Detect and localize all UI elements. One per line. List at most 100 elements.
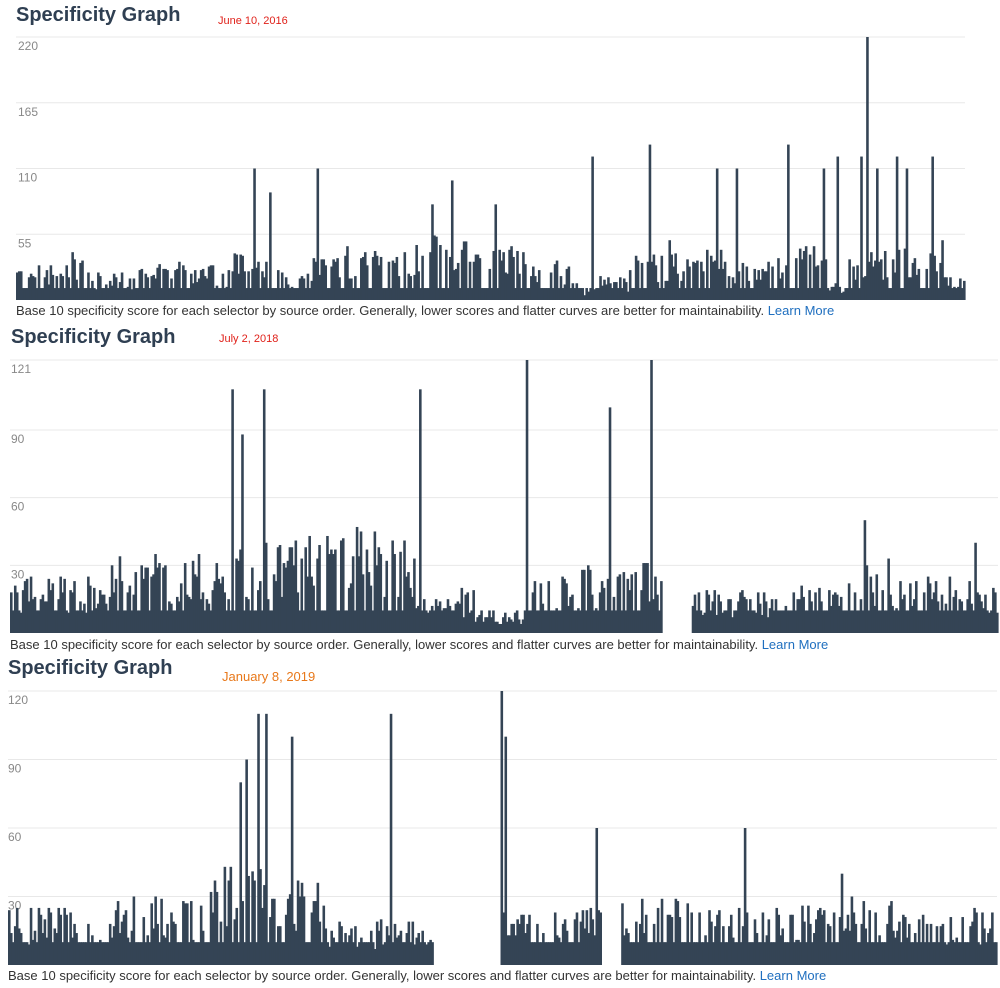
panel-date: January 8, 2019: [222, 669, 316, 684]
specificity-bar: [460, 249, 464, 300]
y-tick-label: 120: [8, 693, 28, 707]
specificity-bar: [598, 592, 602, 633]
specificity-bar: [939, 926, 943, 965]
specificity-bar: [393, 262, 397, 300]
specificity-bar: [590, 594, 594, 633]
specificity-bar: [938, 610, 942, 633]
specificity-bar: [360, 258, 363, 300]
specificity-bar: [67, 277, 70, 300]
specificity-bar: [371, 942, 375, 965]
specificity-bar: [83, 288, 86, 300]
specificity-bar: [25, 578, 29, 633]
specificity-bar: [977, 942, 980, 965]
specificity-bar: [924, 610, 928, 633]
specificity-bar: [743, 288, 747, 300]
specificity-bar: [57, 599, 60, 633]
specificity-bar: [890, 901, 893, 965]
specificity-bar: [282, 942, 286, 965]
specificity-bar: [913, 933, 917, 965]
learn-more-link[interactable]: Learn More: [759, 968, 827, 983]
specificity-bar: [65, 265, 69, 300]
specificity-bar: [751, 942, 755, 965]
specificity-bar: [221, 576, 225, 633]
specificity-bar: [729, 914, 733, 965]
specificity-bar: [739, 288, 743, 300]
specificity-bar: [108, 923, 112, 965]
specificity-bar: [108, 280, 112, 300]
specificity-bar: [49, 912, 53, 965]
specificity-bar: [870, 942, 873, 965]
specificity-bar: [648, 144, 652, 300]
specificity-bar: [21, 942, 25, 965]
specificity-bar: [790, 610, 794, 633]
specificity-bar: [563, 578, 566, 633]
specificity-bar: [520, 914, 523, 965]
specificity-bar: [332, 259, 335, 300]
specificity-bar: [221, 942, 225, 965]
specificity-bar: [353, 610, 357, 633]
specificity-bar: [577, 942, 581, 965]
specificity-bar: [302, 278, 306, 300]
specificity-bar: [100, 594, 104, 633]
specificity-bar: [39, 288, 43, 300]
learn-more-link[interactable]: Learn More: [767, 303, 835, 318]
specificity-bar: [49, 265, 53, 300]
specificity-bar: [328, 554, 331, 633]
specificity-bar: [927, 288, 931, 300]
specificity-bar: [322, 259, 326, 300]
learn-more-link[interactable]: Learn More: [761, 637, 829, 652]
specificity-bar: [81, 942, 84, 965]
specificity-bar: [648, 942, 652, 965]
specificity-bar: [984, 594, 987, 633]
specificity-bar: [239, 782, 243, 965]
specificity-bar: [688, 942, 692, 965]
specificity-bar: [150, 903, 153, 965]
specificity-bar: [903, 594, 906, 633]
specificity-bar: [91, 280, 94, 300]
specificity-bar: [720, 942, 723, 965]
specificity-bar: [387, 935, 391, 965]
specificity-bar: [963, 280, 966, 300]
specificity-bar: [61, 592, 64, 633]
specificity-bar: [709, 610, 713, 633]
specificity-bar: [19, 933, 23, 965]
specificity-bar: [852, 266, 855, 300]
specificity-bar: [763, 942, 767, 965]
specificity-bar: [235, 254, 239, 300]
specificity-bar: [512, 256, 515, 300]
specificity-bar: [19, 271, 23, 300]
panel-title: Specificity Graph: [8, 657, 173, 679]
specificity-bar: [207, 942, 211, 965]
specificity-bar: [555, 260, 559, 300]
specificity-bar: [255, 610, 258, 633]
specificity-bar: [426, 612, 430, 633]
specificity-bar: [486, 288, 490, 300]
specificity-bar: [122, 610, 126, 633]
specificity-bar: [642, 288, 646, 300]
specificity-bar: [913, 599, 916, 633]
specificity-bar: [911, 262, 915, 300]
specificity-bar: [724, 942, 727, 965]
specificity-bar: [538, 942, 541, 965]
specificity-bar: [525, 360, 529, 633]
specificity-bar: [612, 596, 616, 633]
specificity-bar: [644, 914, 648, 965]
specificity-bar: [447, 288, 450, 300]
specificity-bar: [759, 279, 762, 300]
specificity-bar: [500, 691, 504, 965]
specificity-bar: [365, 549, 369, 633]
specificity-bar: [35, 610, 39, 633]
specificity-bar: [264, 542, 268, 633]
specificity-bar: [428, 610, 432, 633]
specificity-bar: [162, 268, 165, 300]
specificity-bar: [55, 610, 59, 633]
specificity-bar: [506, 273, 509, 300]
specificity-bar: [696, 260, 699, 300]
specificity-bar: [55, 933, 59, 965]
specificity-bar: [593, 935, 597, 965]
specificity-bar: [405, 576, 408, 633]
specificity-bar: [98, 590, 102, 633]
specificity-bar: [478, 258, 482, 300]
specificity-bar: [110, 285, 114, 300]
specificity-bar: [779, 935, 782, 965]
